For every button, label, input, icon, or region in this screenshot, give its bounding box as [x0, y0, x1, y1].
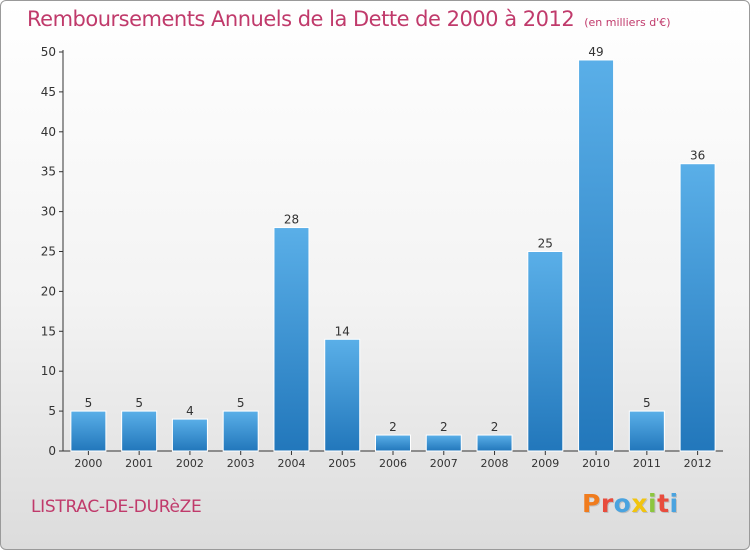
y-tick-label: 10	[41, 364, 56, 378]
bar-value-label: 4	[186, 404, 194, 418]
bar-value-label: 5	[135, 396, 143, 410]
x-tick-label: 2012	[684, 457, 712, 470]
bar-value-label: 49	[588, 45, 603, 59]
x-tick-label: 2002	[176, 457, 204, 470]
x-tick-label: 2004	[277, 457, 305, 470]
bar	[578, 59, 615, 452]
x-tick-label: 2008	[481, 457, 509, 470]
y-tick-label: 0	[48, 444, 56, 458]
y-tick-label: 40	[41, 125, 56, 139]
bar	[273, 227, 310, 452]
x-tick-label: 2007	[430, 457, 458, 470]
bar-value-label: 2	[440, 420, 448, 434]
bar	[171, 418, 208, 452]
proxiti-logo: Proxiti	[582, 489, 679, 518]
title-row: Remboursements Annuels de la Dette de 20…	[27, 7, 670, 31]
bar	[70, 410, 107, 452]
bar-value-label: 14	[335, 324, 350, 338]
x-tick-label: 2009	[531, 457, 559, 470]
bar-value-label: 2	[491, 420, 499, 434]
x-tick-label: 2011	[633, 457, 661, 470]
bar	[425, 434, 462, 452]
brand-letter: x	[631, 489, 648, 518]
y-tick-label: 45	[41, 85, 56, 99]
y-tick-label: 5	[48, 404, 56, 418]
bar-value-label: 36	[690, 149, 705, 163]
bar-value-label: 5	[85, 396, 93, 410]
bar	[476, 434, 513, 452]
y-tick-label: 25	[41, 245, 56, 259]
y-tick-label: 50	[41, 45, 56, 59]
x-tick-label: 2003	[227, 457, 255, 470]
bar	[222, 410, 259, 452]
bar-value-label: 2	[389, 420, 397, 434]
bar	[527, 251, 564, 452]
x-tick-label: 2000	[74, 457, 102, 470]
bar-value-label: 28	[284, 213, 299, 227]
brand-letter: i	[669, 489, 679, 518]
bar	[375, 434, 411, 452]
bar-value-label: 25	[538, 237, 553, 251]
y-tick-label: 35	[41, 165, 56, 179]
bar	[679, 163, 716, 452]
brand-letter: i	[648, 489, 658, 518]
bar	[121, 410, 158, 452]
bar-value-label: 5	[237, 396, 245, 410]
brand-letter: t	[657, 489, 670, 518]
chart-title: Remboursements Annuels de la Dette de 20…	[27, 7, 575, 31]
brand-letter: P	[582, 489, 601, 518]
y-tick-label: 15	[41, 324, 56, 338]
x-tick-label: 2010	[582, 457, 610, 470]
y-tick-label: 20	[41, 284, 56, 298]
chart-subtitle: (en milliers d'€)	[584, 16, 671, 29]
y-tick-label: 30	[41, 205, 56, 219]
place-name: LISTRAC-DE-DURèZE	[31, 497, 202, 517]
x-tick-label: 2001	[125, 457, 153, 470]
brand-letter: r	[600, 489, 614, 518]
brand-letter: o	[613, 489, 632, 518]
bar	[324, 338, 361, 452]
x-tick-label: 2005	[328, 457, 356, 470]
bar-value-label: 5	[643, 396, 651, 410]
x-tick-label: 2006	[379, 457, 407, 470]
bar	[628, 410, 665, 452]
